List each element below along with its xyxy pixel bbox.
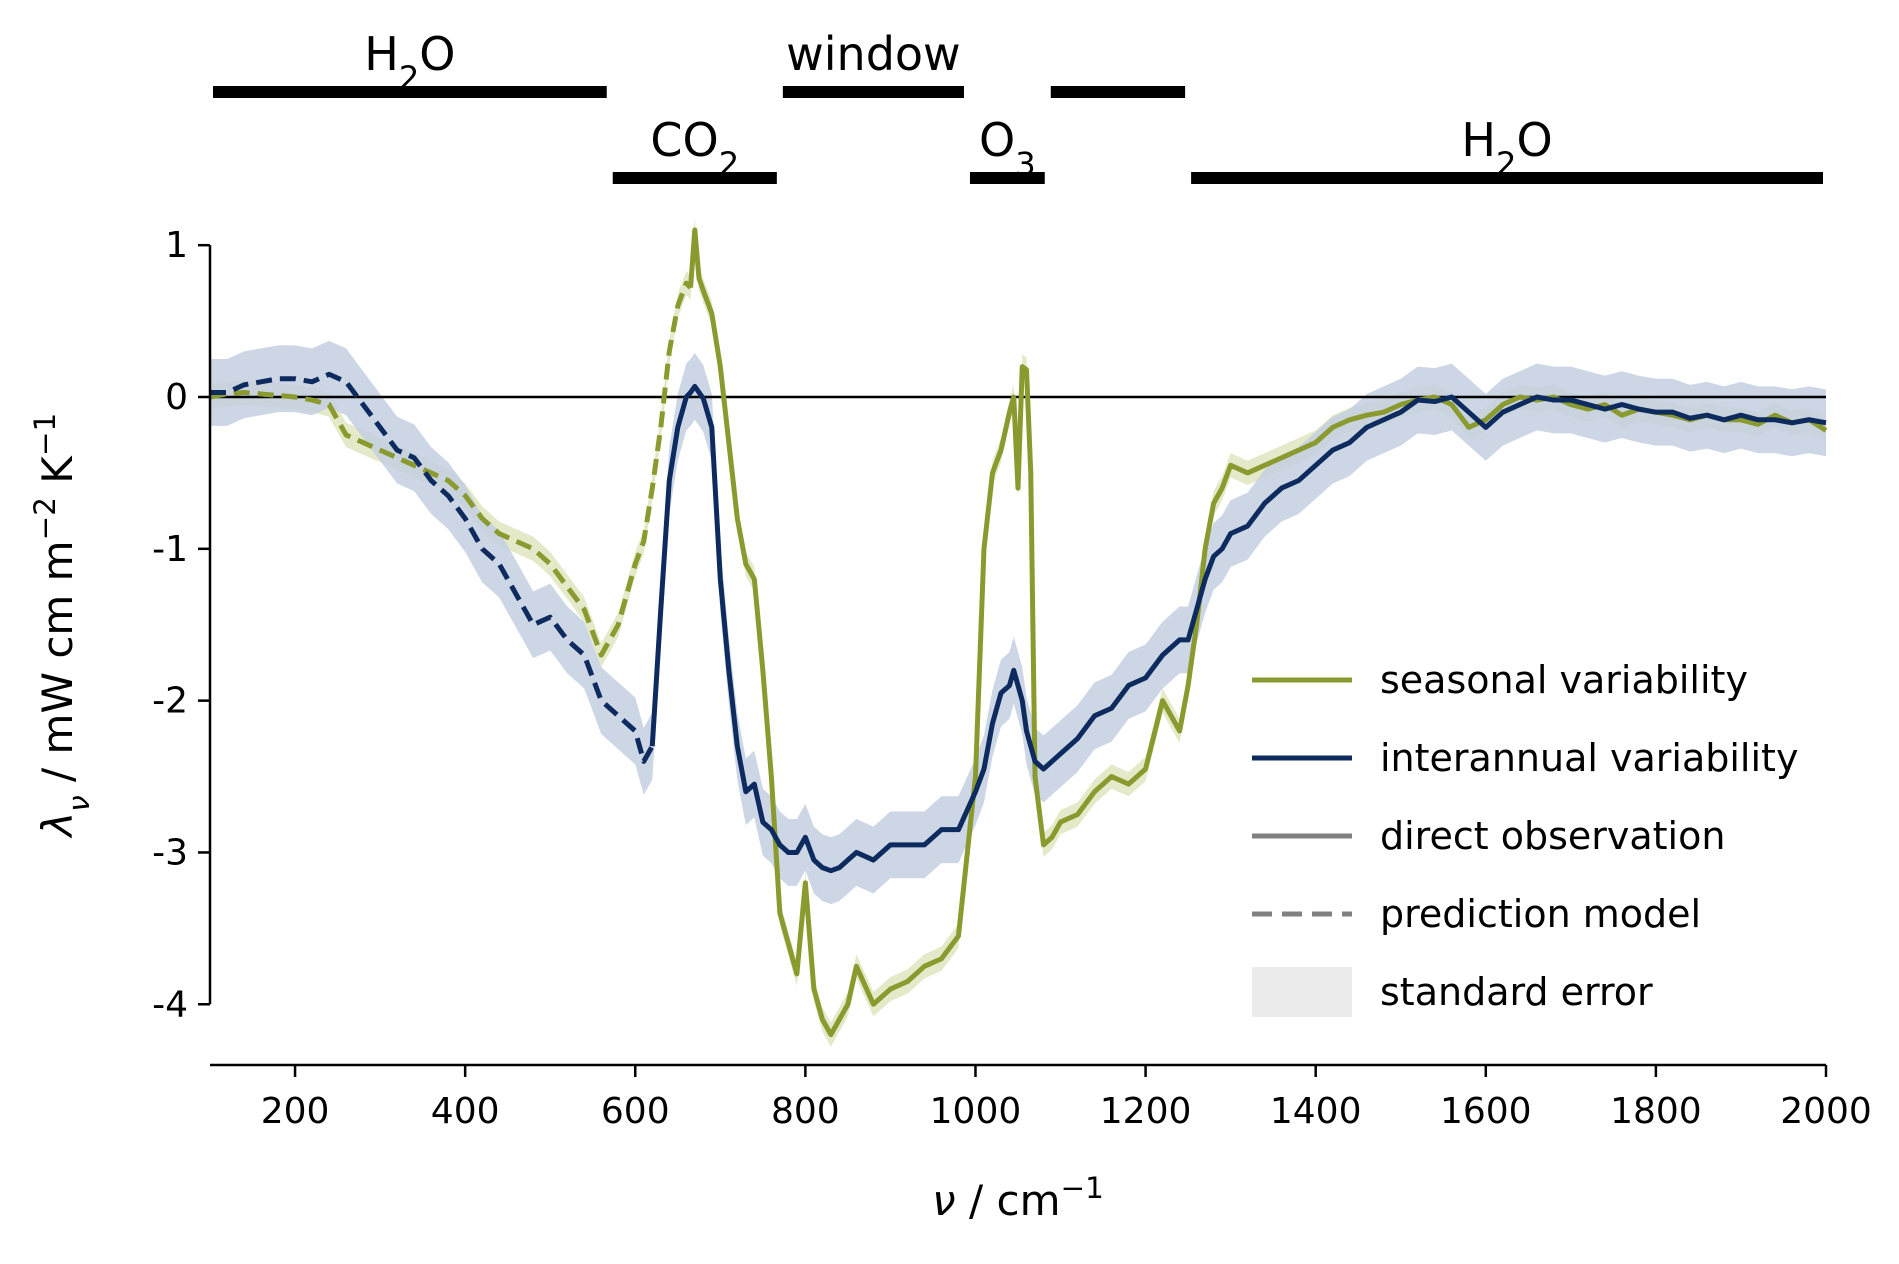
band-label-5: H2O [1461, 113, 1552, 183]
legend-item-3-label: prediction model [1380, 892, 1701, 936]
interannual-prediction-line [210, 371, 655, 764]
interannual-observation-line [649, 383, 1827, 874]
band-label-4: O3 [979, 113, 1036, 183]
series-lines [209, 227, 1828, 1038]
legend-item-2-label: direct observation [1380, 814, 1725, 858]
x-tick-label-2000: 2000 [1780, 1091, 1872, 1132]
x-tick-label-1600: 1600 [1440, 1091, 1532, 1132]
x-axis-title: ν / cm−1 [932, 1171, 1104, 1225]
legend: seasonal variability interannual variabil… [1252, 658, 1798, 1017]
band-label-3: CO2 [650, 113, 739, 183]
legend-item-4-swatch [1252, 967, 1352, 1017]
y-tick-label--3: -3 [152, 832, 188, 873]
x-tick-label-1000: 1000 [930, 1091, 1022, 1132]
x-tick-label-200: 200 [261, 1091, 330, 1132]
y-tick-label-1: 1 [165, 225, 188, 266]
y-axis-title: λν / mW cm m−2 K−1 [28, 413, 96, 839]
x-tick-label-1400: 1400 [1270, 1091, 1362, 1132]
seasonal-observation-line [688, 227, 1828, 1038]
legend-item-1-label: interannual variability [1380, 736, 1798, 780]
axes: 200 400 600 800 1000 1200 1400 1600 1800 2000 1 0 -1… [28, 225, 1872, 1225]
x-tick-label-800: 800 [771, 1091, 840, 1132]
x-tick-label-1800: 1800 [1610, 1091, 1702, 1132]
legend-item-0-label: seasonal variability [1380, 658, 1748, 702]
band-label-1: window [786, 27, 961, 81]
band-label-0: H2O [364, 27, 455, 97]
x-tick-label-1200: 1200 [1100, 1091, 1192, 1132]
x-tick-label-600: 600 [601, 1091, 670, 1132]
legend-item-4-label: standard error [1380, 970, 1653, 1014]
x-tick-label-400: 400 [431, 1091, 500, 1132]
y-tick-label--4: -4 [152, 984, 188, 1025]
seasonal-prediction-line [209, 280, 693, 658]
y-tick-label-0: 0 [165, 377, 188, 418]
absorption-bands: H2O window CO2 O3 H2O [213, 27, 1823, 184]
y-tick-label--2: -2 [152, 681, 188, 722]
y-tick-label--1: -1 [152, 529, 188, 570]
